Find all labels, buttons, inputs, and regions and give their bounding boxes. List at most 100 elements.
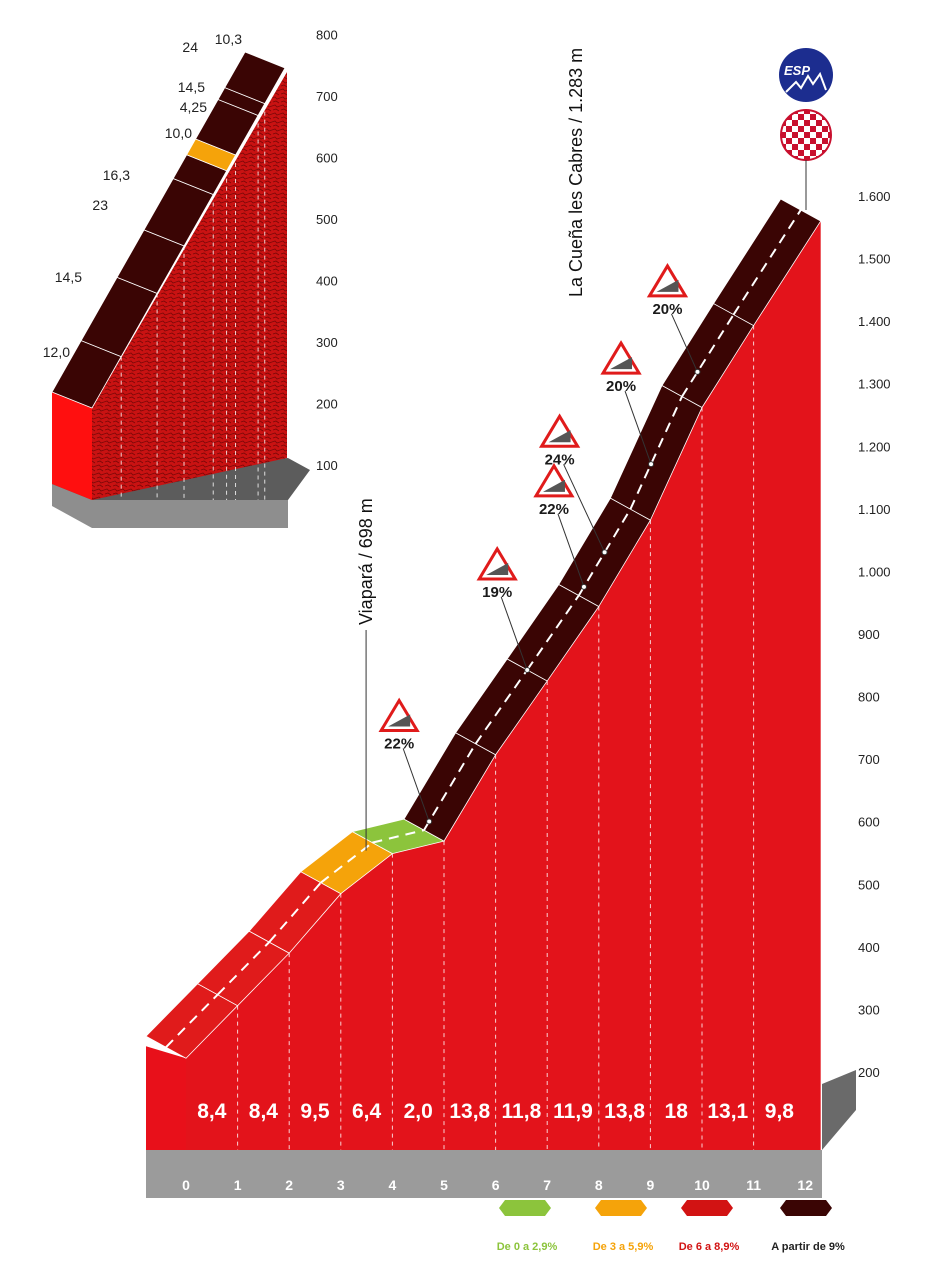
segment-gradient-label: 11,9 [553, 1100, 593, 1123]
centre-line [629, 396, 683, 510]
inset-body-front [52, 392, 92, 500]
steep-gradient-label: 22% [384, 735, 414, 752]
inset-body [92, 72, 287, 500]
x-tick-label: 1 [234, 1177, 242, 1193]
profile-segment [713, 198, 822, 327]
y-tick-label: 1.500 [858, 252, 891, 267]
inset-gradient-label: 10,0 [165, 125, 192, 141]
x-tick-label: 10 [694, 1177, 710, 1193]
inset-gradient-label: 23 [92, 197, 108, 213]
segment-gradient-label: 13,1 [707, 1100, 748, 1123]
profile-end-face [146, 1046, 186, 1150]
steep-gradient-label: 20% [606, 378, 636, 395]
inset-gradient-label: 14,5 [55, 269, 82, 285]
y-tick-label: 1.400 [858, 314, 891, 329]
segment-gradient-label: 6,4 [352, 1100, 382, 1123]
centre-line [268, 882, 322, 943]
inset-gradient-label: 12,0 [43, 344, 70, 360]
inset-gradient-label: 10,3 [215, 31, 242, 47]
inset-gradient-label: 14,5 [178, 79, 205, 95]
y-tick-label: 1.200 [858, 439, 891, 454]
legend-item: De 6 a 8,9% [679, 1200, 739, 1253]
base-slab-end [822, 1070, 856, 1150]
inset-y-tick-label: 800 [316, 28, 338, 43]
inset-y-tick-label: 600 [316, 151, 338, 166]
steep-gradient-label: 22% [539, 501, 569, 518]
y-tick-label: 300 [858, 1002, 880, 1017]
legend-swatch [780, 1200, 832, 1216]
steep-marker: 22% [378, 697, 433, 825]
profile-front-face [186, 221, 821, 1151]
y-tick-label: 800 [858, 690, 880, 705]
x-tick-label: 5 [440, 1177, 448, 1193]
y-tick-label: 1.100 [858, 502, 891, 517]
centre-line [526, 594, 580, 671]
x-tick-label: 0 [182, 1177, 190, 1193]
x-tick-label: 3 [337, 1177, 345, 1193]
legend-item: De 3 a 5,9% [593, 1200, 654, 1253]
base-slab-side [146, 1150, 822, 1198]
esp-region-badge: ESP [779, 48, 833, 102]
centre-line [216, 941, 270, 996]
legend-item: A partir de 9% [771, 1200, 845, 1253]
segment-gradient-label: 13,8 [604, 1100, 645, 1123]
segment-gradient-label: 9,8 [765, 1100, 795, 1123]
inset-y-tick-label: 700 [316, 89, 338, 104]
centre-line [165, 993, 219, 1048]
inset-y-tick-label: 200 [316, 397, 338, 412]
x-tick-label: 7 [543, 1177, 551, 1193]
legend-label: A partir de 9% [771, 1241, 845, 1253]
mountain-icon [785, 71, 827, 93]
legend-label: De 0 a 2,9% [497, 1241, 558, 1253]
legend-swatch [499, 1200, 551, 1216]
centre-line [732, 209, 802, 316]
esp-badge-text: ESP [784, 63, 810, 78]
legend-item: De 0 a 2,9% [497, 1200, 558, 1253]
steep-marker: 20% [646, 263, 701, 375]
segment-gradient-label: 11,8 [502, 1100, 542, 1123]
y-tick-label: 500 [858, 877, 880, 892]
centre-line [474, 669, 529, 745]
inset-segment [224, 51, 286, 105]
y-tick-label: 600 [858, 815, 880, 830]
steep-gradient-label: 19% [482, 584, 512, 601]
x-tick-label: 8 [595, 1177, 603, 1193]
y-tick-label: 700 [858, 752, 880, 767]
x-tick-label: 12 [797, 1177, 813, 1193]
finish-flag-icon [780, 109, 832, 210]
segment-gradient-label: 13,8 [449, 1100, 490, 1123]
inset-gradient-label: 4,25 [180, 99, 207, 115]
steep-gradient-label: 20% [652, 301, 682, 318]
segment-gradient-label: 2,0 [404, 1100, 433, 1123]
segment-gradient-label: 8,4 [197, 1100, 227, 1123]
segment-gradient-label: 9,5 [300, 1100, 330, 1123]
centre-line [320, 841, 374, 884]
y-tick-label: 900 [858, 627, 880, 642]
inset-y-tick-label: 500 [316, 212, 338, 227]
legend-swatch [681, 1200, 733, 1216]
x-tick-label: 6 [492, 1177, 500, 1193]
legend: De 0 a 2,9% De 3 a 5,9% De 6 a 8,9% A parti… [497, 1200, 845, 1253]
steep-gradient-label: 24% [545, 451, 575, 468]
x-tick-label: 4 [389, 1177, 397, 1193]
steep-marker: 19% [476, 546, 531, 673]
y-tick-label: 200 [858, 1065, 880, 1080]
segment-gradient-label: 18 [665, 1100, 689, 1123]
main-profile: 200 300 400 500 600 700 800 900 1.000 1.100 1.200 1… [145, 48, 891, 1198]
y-tick-label: 400 [858, 940, 880, 955]
y-tick-label: 1.000 [858, 564, 891, 579]
steep-marker: 20% [600, 340, 655, 468]
inset-gradient-label: 16,3 [103, 167, 130, 183]
y-tick-label: 1.300 [858, 377, 891, 392]
segment-gradient-label: 8,4 [249, 1100, 279, 1123]
inset-y-tick-label: 400 [316, 274, 338, 289]
x-tick-label: 2 [285, 1177, 293, 1193]
steep-marker: 24% [538, 413, 608, 556]
legend-swatch [595, 1200, 647, 1216]
climb-label-viapara: Viapará / 698 m [356, 498, 376, 625]
x-tick-label: 11 [746, 1177, 761, 1193]
steep-marker: 22% [533, 462, 587, 590]
climb-label-summit: La Cueña les Cabres / 1.283 m [566, 48, 586, 297]
legend-label: De 3 a 5,9% [593, 1241, 654, 1253]
